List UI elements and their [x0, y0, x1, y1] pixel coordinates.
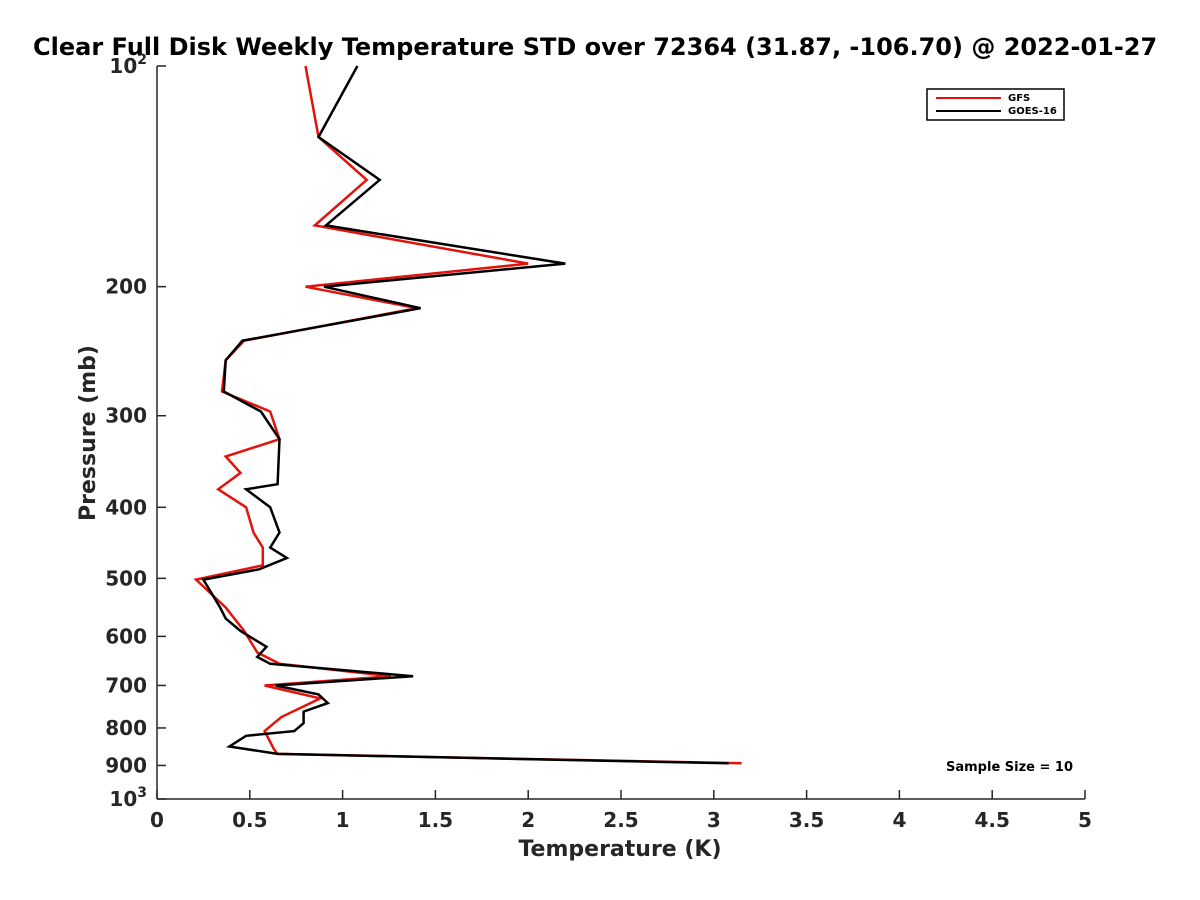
x-tick-label: 1 — [336, 808, 350, 832]
y-tick-label: 200 — [105, 275, 147, 299]
x-tick-label: 5 — [1078, 808, 1092, 832]
y-tick-label: 600 — [105, 624, 147, 648]
series-layer — [193, 65, 742, 765]
x-tick-label: 4 — [892, 808, 906, 832]
y-tick-label: 800 — [105, 716, 147, 740]
x-axis-title: Temperature (K) — [518, 837, 721, 862]
legend-box — [926, 88, 1065, 121]
y-tick-label: 103 — [109, 785, 147, 811]
legend-label-goes16: GOES-16 — [1008, 106, 1057, 117]
x-tick-label: 0.5 — [232, 808, 267, 832]
legend: GFS GOES-16 — [926, 88, 1065, 121]
y-tick-label: 900 — [105, 753, 147, 777]
series-line-goes16 — [201, 65, 729, 765]
y-tick-label: 102 — [109, 52, 147, 78]
y-axis-title: Pressure (mb) — [76, 345, 101, 521]
sample-size-annotation: Sample Size = 10 — [946, 760, 1073, 775]
x-tick-label: 2 — [521, 808, 535, 832]
x-tick-label: 4.5 — [974, 808, 1009, 832]
x-tick-label: 1.5 — [418, 808, 453, 832]
y-tick-label: 700 — [105, 673, 147, 697]
axes-layer: 0 0.5 1 1.5 2 2.5 3 3.5 4 4.5 5 102 200 300 400 500 600 7… — [105, 52, 1092, 832]
y-tick-label: 400 — [105, 495, 147, 519]
chart-title: Clear Full Disk Weekly Temperature STD o… — [33, 33, 1157, 61]
y-tick-label: 500 — [105, 566, 147, 590]
x-tick-label: 2.5 — [603, 808, 638, 832]
y-tick-label: 300 — [105, 404, 147, 428]
x-tick-label: 0 — [150, 808, 164, 832]
x-tick-label: 3.5 — [789, 808, 824, 832]
series-line-gfs — [193, 65, 742, 765]
x-tick-label: 3 — [707, 808, 721, 832]
legend-label-gfs: GFS — [1008, 93, 1030, 104]
